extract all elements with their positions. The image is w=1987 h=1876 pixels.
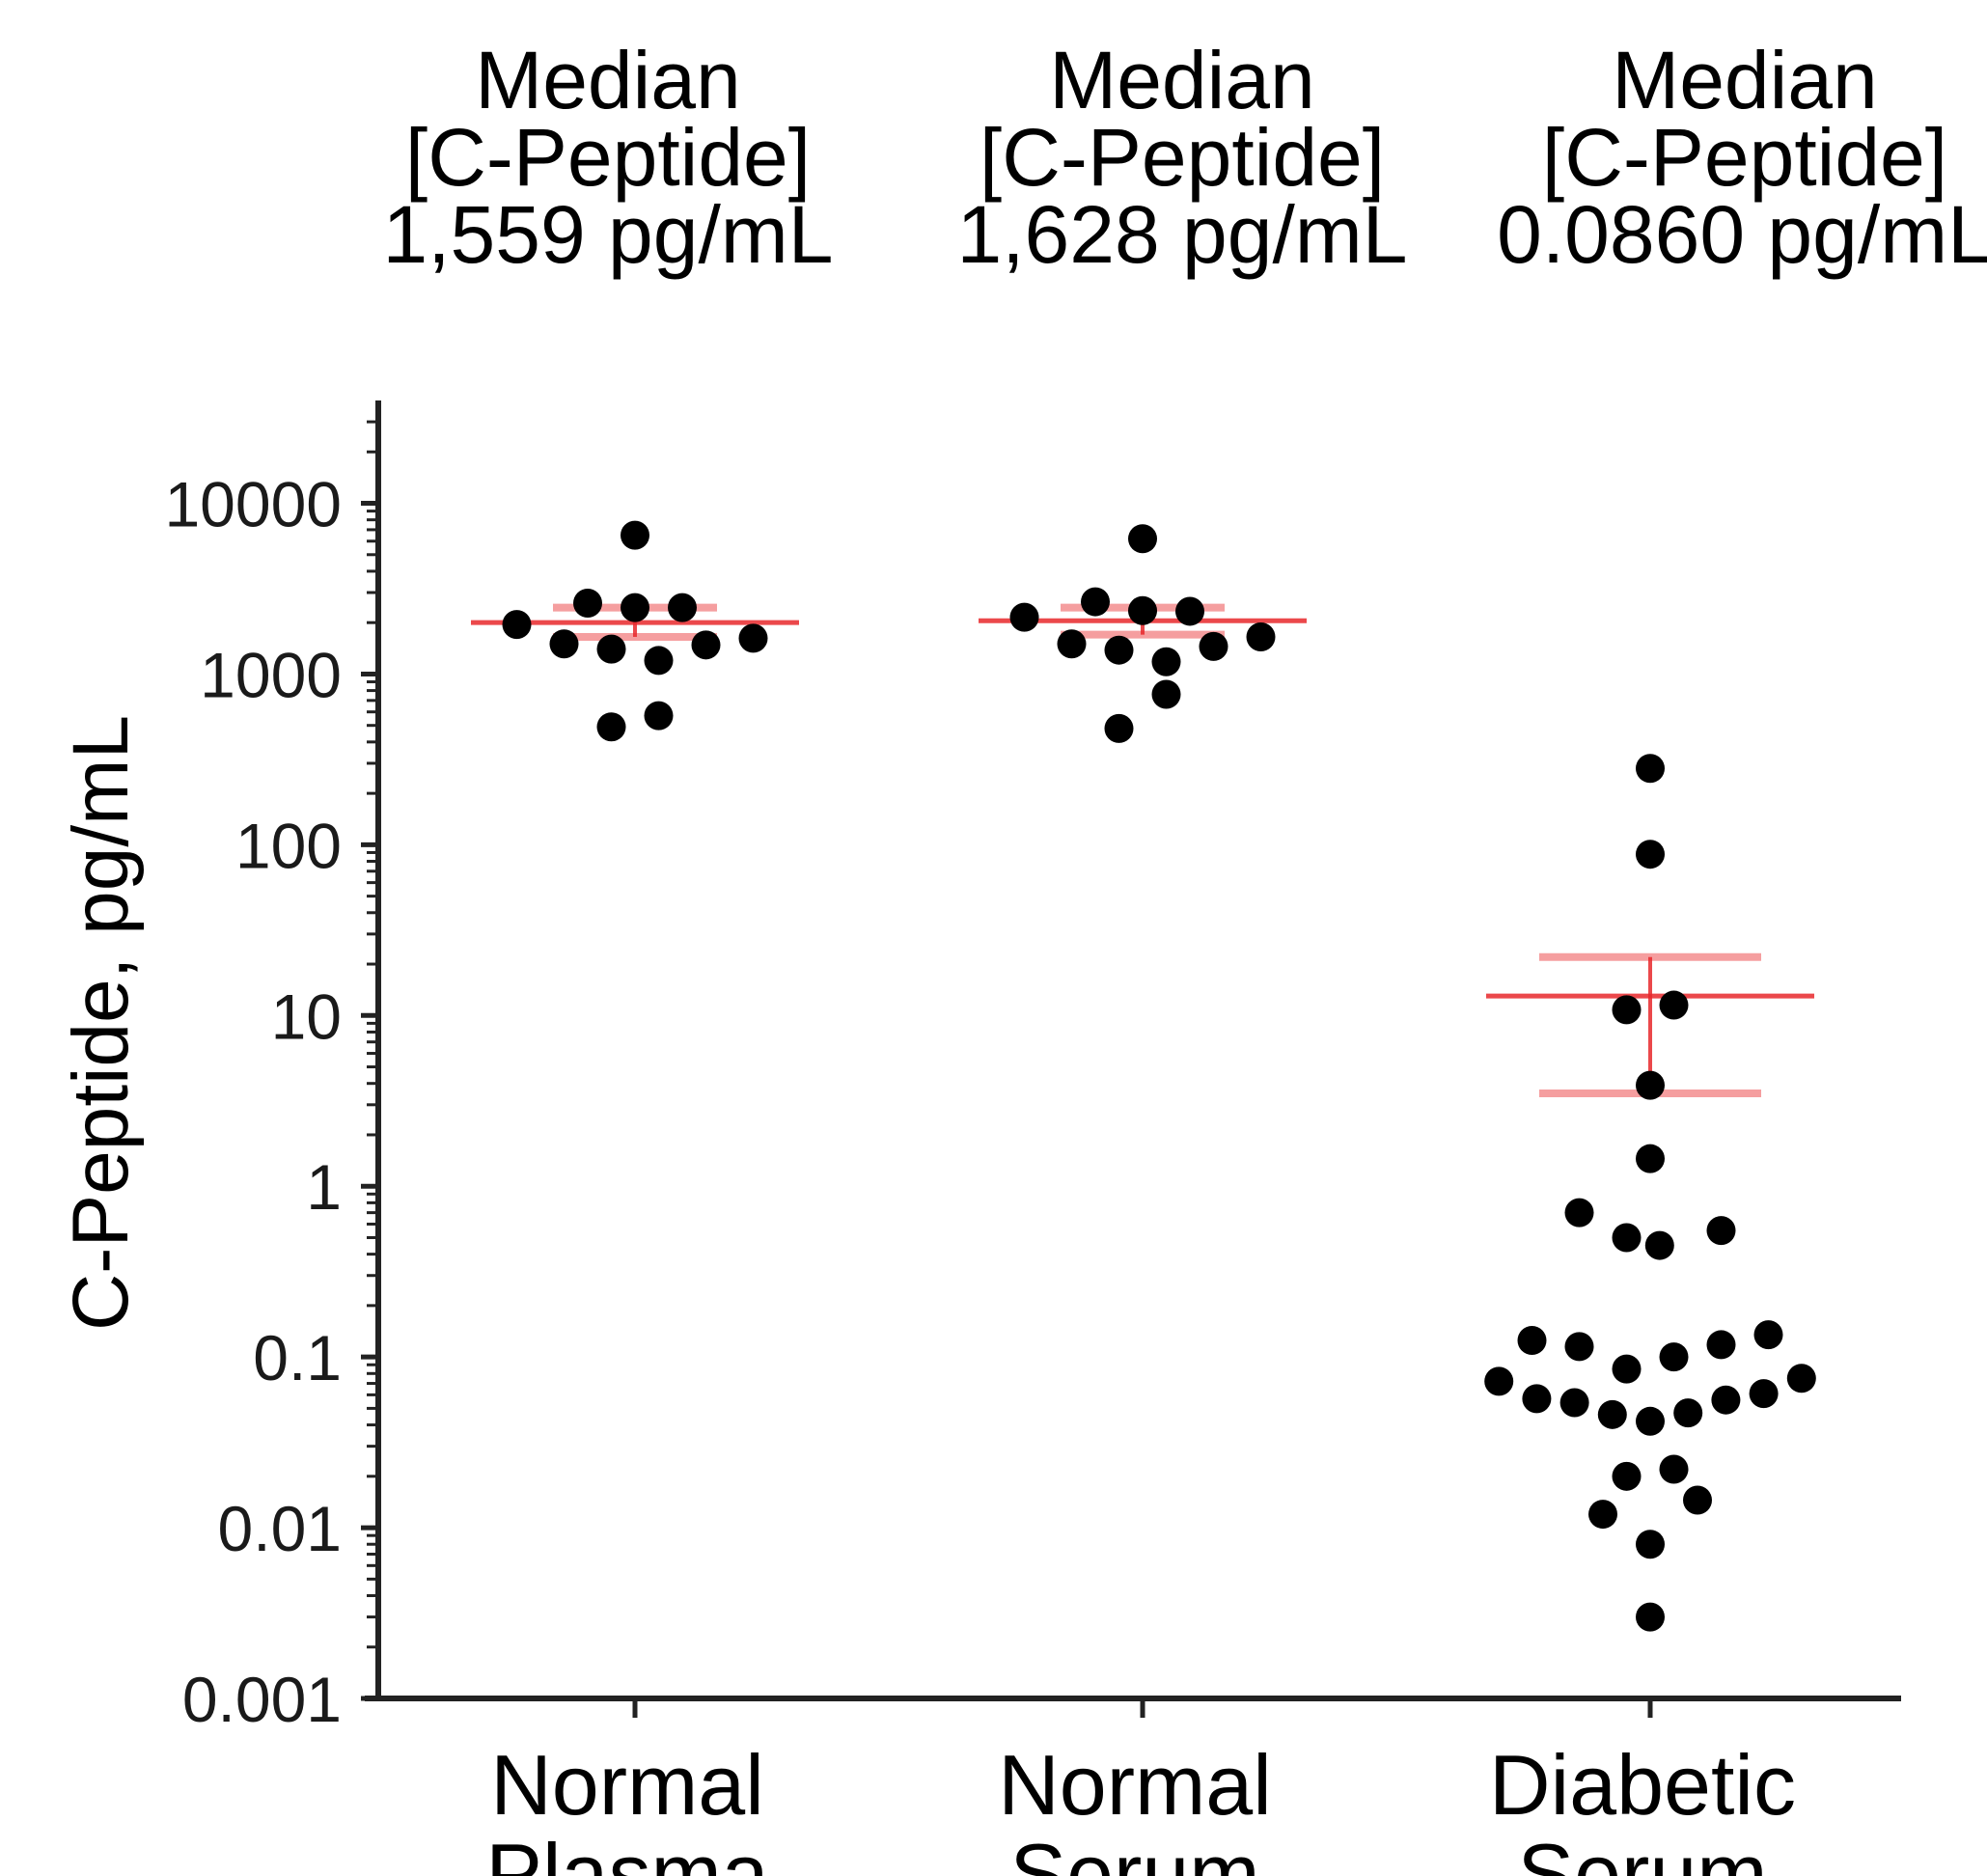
y-axis-label: C-Peptide, pg/mL [57, 715, 145, 1331]
median-annotation-line: 0.0860 pg/mL [1497, 189, 1987, 280]
data-point [1612, 1223, 1642, 1253]
x-category-label: Plasma [485, 1826, 768, 1876]
data-point [1659, 1342, 1689, 1372]
data-point [1009, 602, 1039, 632]
data-point [1128, 524, 1157, 554]
data-point [1636, 754, 1665, 784]
data-points [502, 520, 1816, 1632]
data-point [1644, 1230, 1674, 1260]
summary-lines [471, 603, 1814, 1097]
data-point [668, 593, 697, 622]
y-tick-label: 100 [235, 810, 342, 881]
axes [365, 400, 1901, 1701]
y-tick-label: 10000 [164, 469, 342, 540]
y-ticks: 0.001 0.01 0.1 1 10 100 1000 10000 [164, 420, 378, 1735]
median-annotation-line: Median [475, 35, 741, 125]
data-point [1659, 990, 1689, 1020]
y-tick-label: 10 [271, 980, 342, 1052]
data-point [1636, 840, 1665, 869]
data-point [1659, 1454, 1689, 1484]
median-annotation-line: Median [1049, 35, 1315, 125]
y-tick-label: 0.1 [253, 1322, 342, 1393]
data-point [1636, 1530, 1665, 1559]
y-tick-label: 0.01 [218, 1493, 342, 1564]
data-point [1636, 1602, 1665, 1632]
x-category-label: Serum [1009, 1826, 1259, 1876]
data-point [1564, 1332, 1594, 1362]
data-point [549, 629, 579, 659]
data-point [1151, 647, 1181, 676]
data-point [1151, 679, 1181, 709]
data-point [1588, 1500, 1617, 1530]
median-annotation-line: [C-Peptide] [980, 112, 1385, 203]
data-point [1246, 621, 1276, 651]
data-point [1612, 995, 1642, 1025]
data-point [1673, 1398, 1703, 1428]
data-point [1199, 631, 1228, 661]
y-tick-label: 1 [306, 1151, 342, 1223]
data-point [1749, 1379, 1779, 1409]
data-point [596, 634, 626, 664]
data-point [691, 630, 721, 660]
data-point [1706, 1330, 1736, 1360]
data-point [1057, 629, 1087, 659]
x-category-label: Normal [998, 1737, 1272, 1833]
data-point [1128, 595, 1157, 625]
median-annotation-line: 1,628 pg/mL [956, 189, 1407, 280]
median-annotation-line: [C-Peptide] [1542, 112, 1947, 203]
data-point [644, 701, 674, 731]
data-point [573, 589, 602, 619]
data-point [1753, 1320, 1783, 1350]
data-point [1636, 1070, 1665, 1100]
data-point [738, 623, 768, 653]
median-annotation-line: Median [1612, 35, 1878, 125]
y-tick-label: 1000 [200, 639, 342, 710]
data-point [621, 593, 649, 622]
data-point [1175, 596, 1204, 626]
data-point [1484, 1366, 1514, 1396]
data-point [1636, 1144, 1665, 1173]
x-category-label: Diabetic [1489, 1737, 1796, 1833]
data-point [1522, 1384, 1552, 1414]
data-point [1612, 1354, 1642, 1384]
data-point [1559, 1388, 1589, 1418]
data-point [1564, 1198, 1594, 1228]
median-annotation-line: 1,559 pg/mL [382, 189, 833, 280]
data-point [1104, 713, 1134, 743]
x-category-label: Normal [490, 1737, 764, 1833]
median-annotations: Median[C-Peptide]1,559 pg/mLMedian[C-Pep… [382, 35, 1987, 280]
data-point [1706, 1216, 1736, 1246]
data-point [1636, 1406, 1665, 1436]
data-point [1517, 1326, 1547, 1356]
data-point [1597, 1399, 1627, 1429]
data-point [1612, 1461, 1642, 1491]
data-point [1104, 635, 1134, 665]
y-tick-label: 0.001 [182, 1664, 342, 1735]
data-point [1786, 1364, 1816, 1393]
data-point [621, 520, 649, 550]
data-point [1683, 1485, 1712, 1515]
median-annotation-line: [C-Peptide] [405, 112, 811, 203]
data-point [502, 610, 532, 640]
data-point [1081, 587, 1110, 617]
x-category-label: Serum [1517, 1826, 1767, 1876]
data-point [1711, 1385, 1741, 1415]
data-point [644, 646, 674, 676]
data-point [596, 712, 626, 742]
